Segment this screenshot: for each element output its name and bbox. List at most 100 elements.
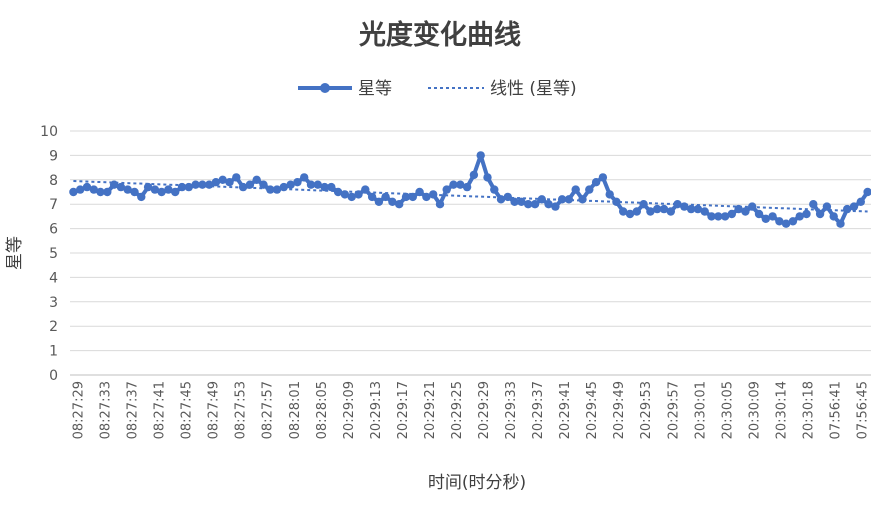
x-tick-label: 20:29:49 <box>612 381 627 439</box>
data-point <box>537 195 546 204</box>
x-tick-label: 20:29:53 <box>639 381 654 439</box>
data-point <box>449 180 458 189</box>
data-point <box>686 204 696 214</box>
data-point <box>469 170 479 180</box>
data-point <box>347 192 356 202</box>
data-point <box>775 217 784 226</box>
y-tick-label: 3 <box>49 295 58 311</box>
data-point <box>815 209 825 219</box>
data-point <box>137 192 146 202</box>
data-point <box>822 202 832 211</box>
data-point <box>632 207 641 216</box>
x-tick-label: 20:29:25 <box>450 381 465 439</box>
data-point <box>768 212 777 221</box>
data-point <box>232 173 241 182</box>
data-point <box>381 192 390 202</box>
x-tick-label: 08:27:53 <box>234 381 249 439</box>
data-point <box>184 182 193 192</box>
data-point <box>313 180 322 189</box>
x-tick-label: 20:29:41 <box>558 381 573 439</box>
data-point <box>333 187 343 197</box>
legend-series-label: 星等 <box>358 79 392 99</box>
data-point <box>327 182 336 192</box>
x-tick-label: 08:27:37 <box>126 381 141 439</box>
grid-lines <box>70 130 871 352</box>
data-point <box>367 192 377 202</box>
y-tick-label: 4 <box>49 270 58 286</box>
data-point <box>225 178 234 187</box>
data-point <box>551 202 560 211</box>
data-point <box>177 182 187 192</box>
x-tick-label: 20:29:17 <box>396 381 411 439</box>
data-point <box>598 173 608 182</box>
data-point <box>571 185 580 194</box>
data-point <box>361 185 370 194</box>
data-point <box>761 214 770 223</box>
data-point <box>456 180 465 189</box>
data-point <box>530 200 540 209</box>
data-point <box>490 185 499 194</box>
legend-series-marker <box>320 83 330 93</box>
data-point <box>727 209 736 219</box>
y-tick-label: 2 <box>49 319 58 335</box>
series-points <box>69 151 871 228</box>
x-tick-label: 20:30:14 <box>774 381 789 439</box>
data-point <box>415 187 424 197</box>
data-point <box>171 187 180 197</box>
x-tick-label: 08:27:29 <box>72 381 87 439</box>
y-tick-label: 6 <box>49 222 58 238</box>
data-point <box>585 185 594 194</box>
data-point <box>340 190 350 199</box>
data-point <box>293 178 302 187</box>
data-point <box>544 200 553 209</box>
data-point <box>619 207 628 216</box>
x-tick-label: 20:29:29 <box>477 381 492 439</box>
x-tick-label: 08:27:41 <box>153 381 168 439</box>
data-point <box>429 190 438 199</box>
series-segment <box>811 190 870 226</box>
data-point <box>435 200 445 209</box>
data-point <box>843 204 852 214</box>
data-point <box>89 185 99 194</box>
data-point <box>659 204 669 214</box>
data-point <box>272 185 282 194</box>
data-point <box>809 200 818 209</box>
data-point <box>96 187 105 197</box>
y-tick-label: 5 <box>49 246 58 262</box>
data-point <box>109 180 119 189</box>
x-tick-label: 20:29:09 <box>342 381 357 439</box>
data-point <box>802 209 811 219</box>
x-tick-label: 20:30:01 <box>693 381 708 439</box>
data-point <box>388 197 397 206</box>
x-tick-label: 08:27:49 <box>207 381 222 439</box>
data-point <box>306 180 316 189</box>
data-point <box>238 182 248 192</box>
data-point <box>442 185 451 194</box>
data-point <box>354 190 363 199</box>
data-point <box>76 185 85 194</box>
x-tick-label: 08:28:01 <box>288 381 303 439</box>
x-axis-label: 时间(时分秒) <box>428 473 526 493</box>
x-tick-label: 20:30:05 <box>720 381 735 439</box>
data-point <box>422 192 431 202</box>
data-point <box>82 182 92 192</box>
data-point <box>191 180 200 189</box>
x-tick-label: 20:30:09 <box>747 381 762 439</box>
x-tick-label: 07:56:45 <box>856 381 871 439</box>
data-point <box>754 209 764 219</box>
x-tick-label: 07:56:41 <box>829 381 844 439</box>
data-point <box>218 175 227 184</box>
x-tick-label: 08:27:57 <box>261 381 276 439</box>
data-point <box>625 209 635 219</box>
data-point <box>849 202 859 211</box>
data-point <box>795 212 804 221</box>
data-point <box>836 219 845 228</box>
data-point <box>395 200 404 209</box>
data-point <box>483 173 492 182</box>
data-point <box>741 207 750 216</box>
y-tick-label: 0 <box>49 368 58 384</box>
data-point <box>123 185 132 194</box>
legend-trend-label: 线性 (星等) <box>490 79 577 99</box>
legend: 星等 线性 (星等) <box>298 79 577 99</box>
